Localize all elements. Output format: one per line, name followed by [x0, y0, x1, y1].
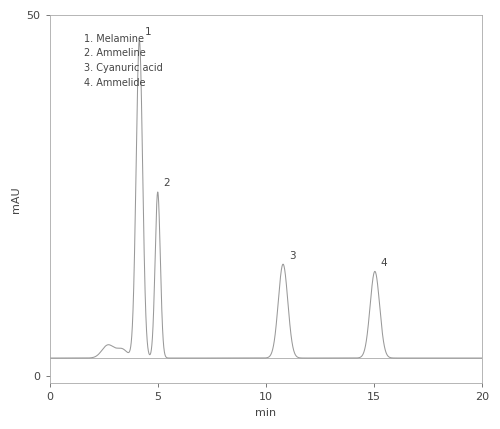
Text: 1: 1 [145, 27, 152, 37]
Text: 2: 2 [163, 178, 170, 188]
Y-axis label: mAU: mAU [11, 186, 21, 212]
Text: 3: 3 [289, 251, 296, 260]
Text: 4: 4 [381, 258, 388, 268]
Text: 1. Melamine
2. Ammeline
3. Cyanuric acid
4. Ammelide: 1. Melamine 2. Ammeline 3. Cyanuric acid… [84, 33, 163, 88]
X-axis label: min: min [255, 408, 276, 418]
